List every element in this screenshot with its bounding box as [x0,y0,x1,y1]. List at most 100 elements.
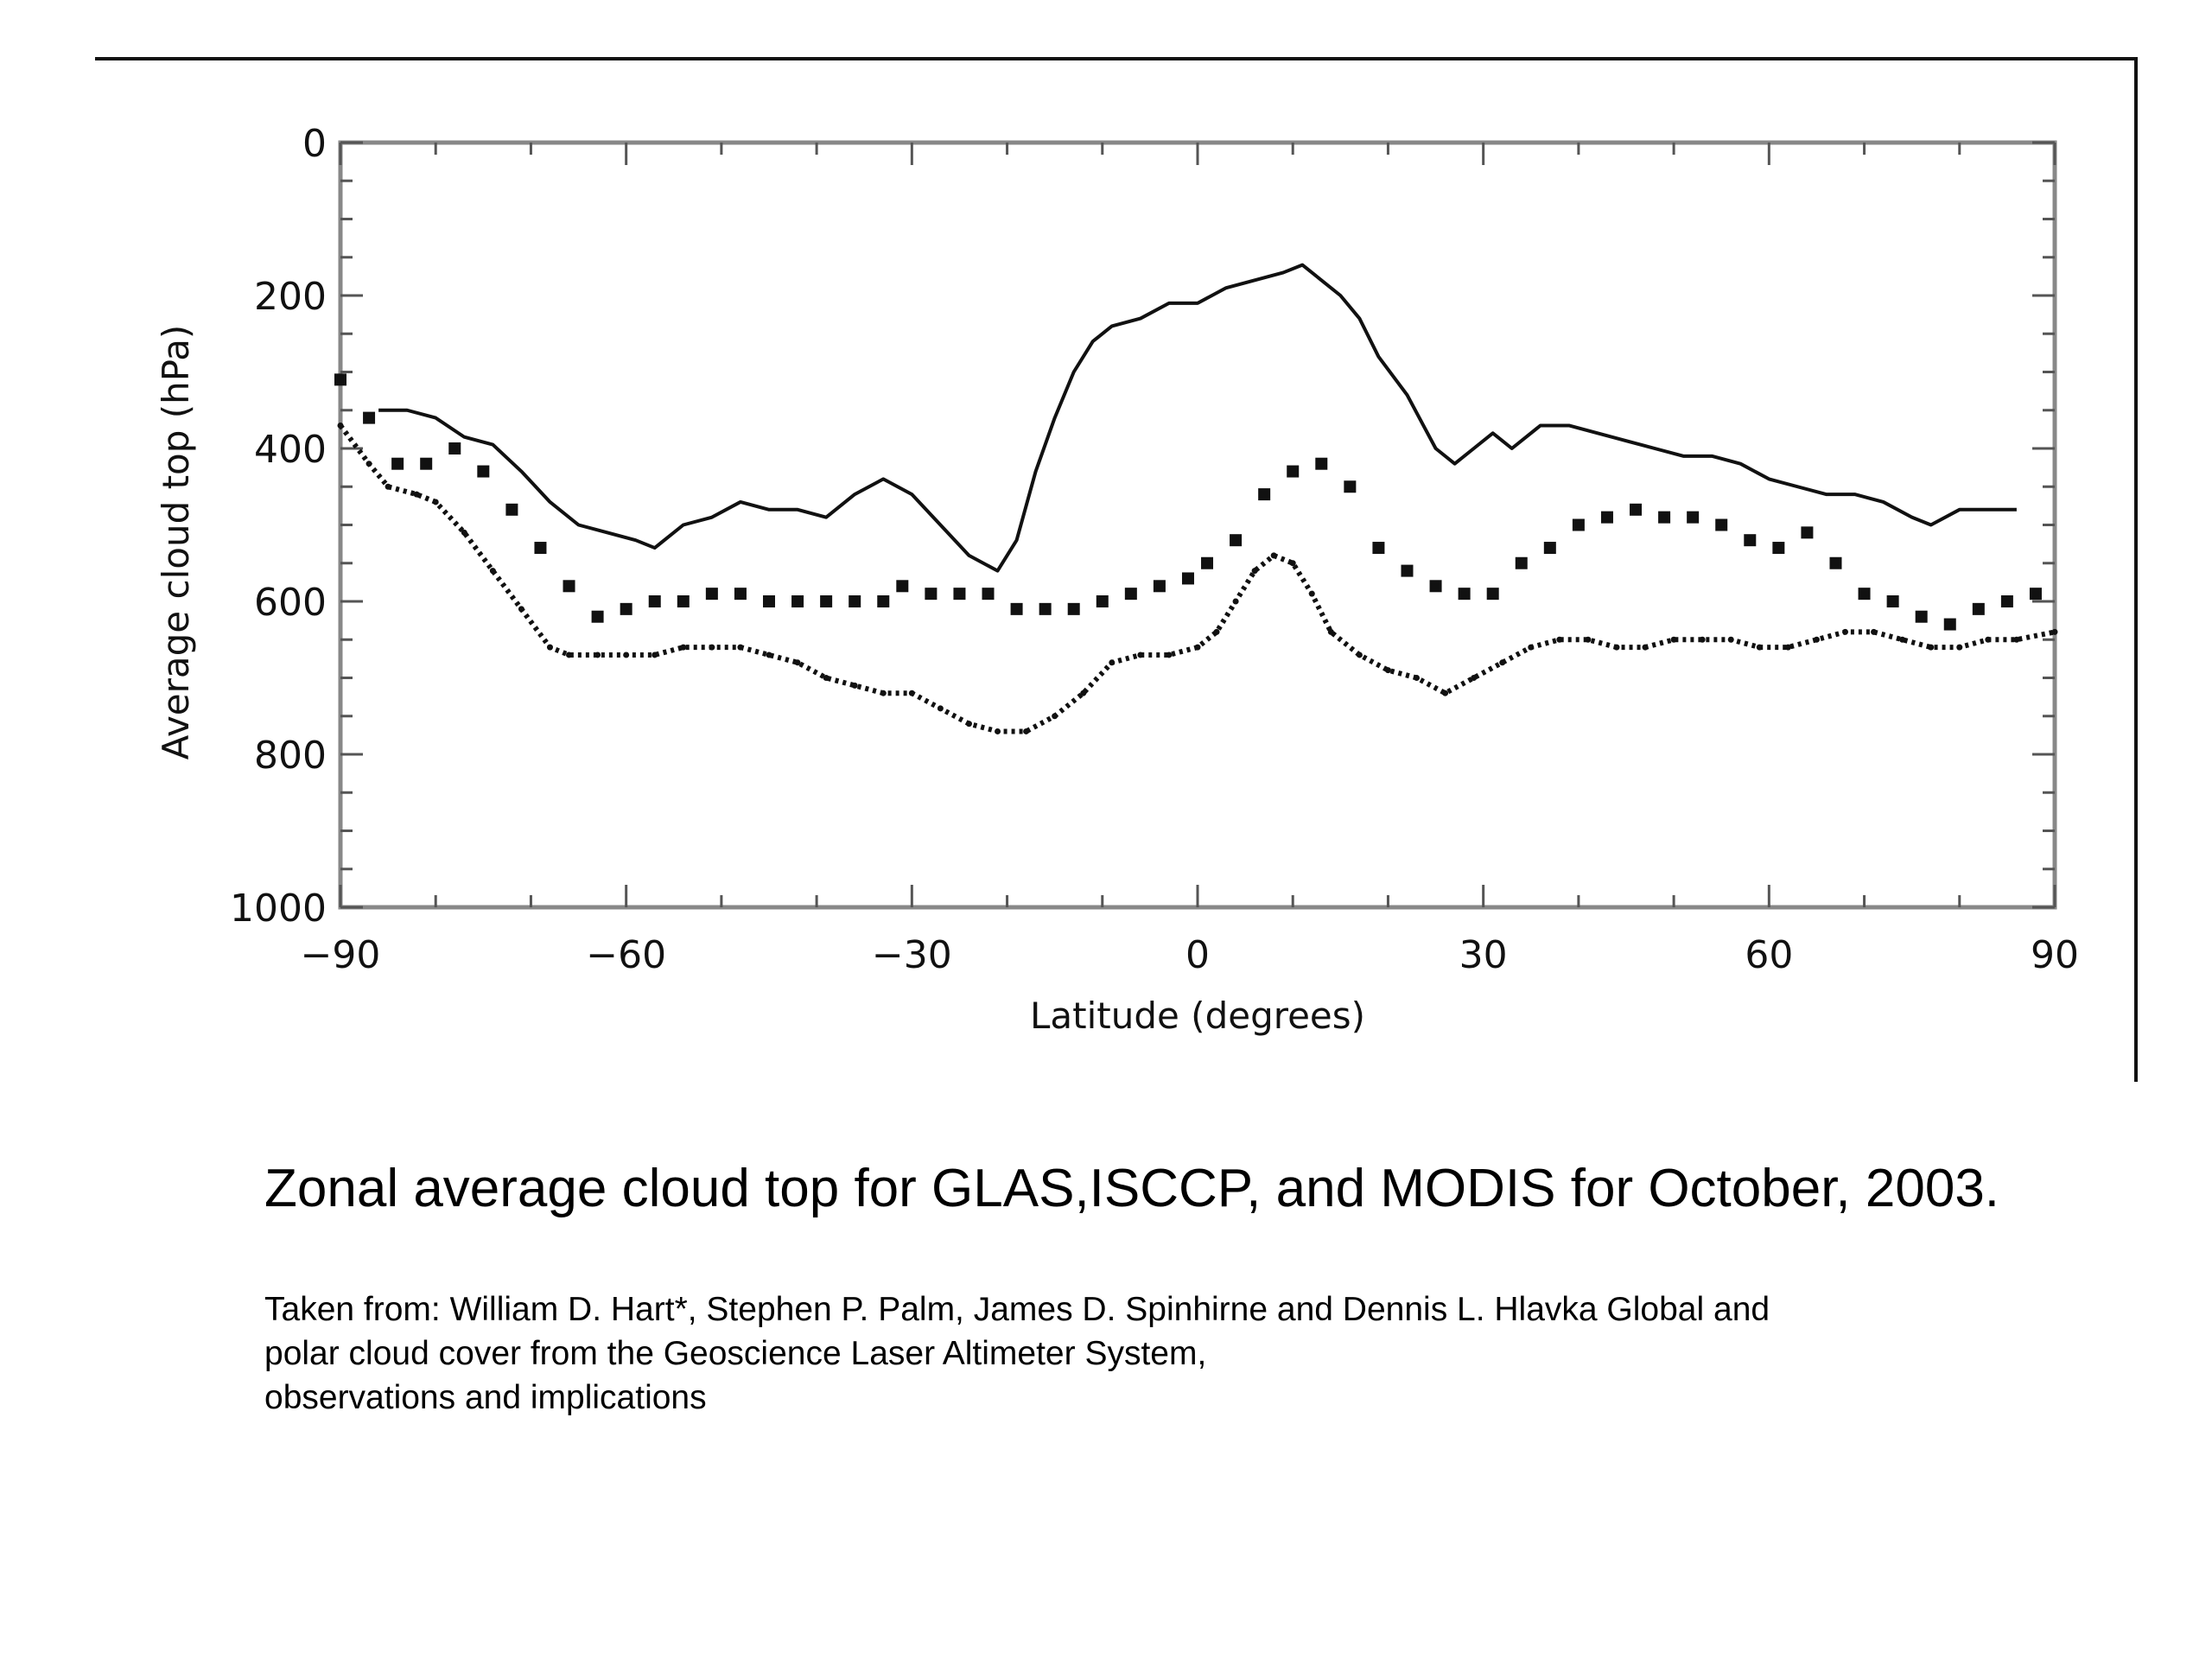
series-dotted-point [880,690,887,696]
series-square-marker [1372,542,1385,555]
series-dotted-point [1232,598,1239,605]
series-dotted-point [1899,636,1906,643]
series-square-marker [734,588,747,601]
series-square-marker [620,602,632,615]
y-tick-label: 0 [302,122,327,166]
series-dotted-point [1270,552,1277,559]
series-dotted-point [1585,636,1592,643]
series-square-marker [563,580,575,593]
series-square-marker [1658,511,1671,524]
series-dotted-point [1670,636,1677,643]
x-tick-label: −60 [586,933,666,977]
series-square-marker [982,588,995,601]
series-dotted-point [737,644,744,651]
y-tick-label: 400 [254,428,327,472]
series-square-marker [1010,602,1023,615]
series-square-marker [1543,542,1556,555]
series-dotted-point [461,529,467,536]
source-citation: Taken from: William D. Hart*, Stephen P.… [264,1287,1993,1420]
series-square-marker [505,503,518,516]
series-square-marker [1829,556,1842,569]
series-dotted-point [1080,690,1087,696]
series-square-marker [1600,511,1613,524]
series-square-marker [1124,588,1137,601]
slide-frame-top [95,57,2136,60]
series-dotted-point [1137,652,1144,658]
series-dotted-point [566,652,573,658]
series-dotted-point [1699,636,1706,643]
series-dotted-point [546,644,553,651]
series-dotted-point [1109,659,1116,666]
source-line-2: polar cloud cover from the Geoscience La… [264,1335,1207,1372]
series-solid-line [378,263,2017,573]
series-dotted-point [1842,628,1849,635]
series-square-marker [953,588,966,601]
series-square-marker [705,588,718,601]
series-dotted-point [594,652,601,658]
series-dotted-point [709,644,715,651]
series-square-marker [1886,595,1899,607]
series-dotted-point [1023,728,1030,734]
series-square-marker [2029,588,2042,601]
series-dotted-line [338,423,2056,734]
series-dotted-point [337,422,344,429]
series-dotted-point [623,652,630,658]
cloud-top-chart: −90 −60 −30 0 30 60 90 0 200 400 600 800 1000 Latitud… [155,122,2079,1037]
series-square-marker [1744,534,1757,547]
series-dotted-point [1499,659,1506,666]
series-dotted-point [413,491,420,498]
series-dotted-point [1613,644,1620,651]
series-square-marker [1039,602,1052,615]
series-dotted-point [365,461,372,467]
series-square-marker [363,411,376,424]
series-square-marker [1230,534,1243,547]
series-dotted-point [1327,628,1334,635]
series-dotted-point [2051,628,2058,635]
series-square-marker [1429,580,1442,593]
series-square-marker [1401,564,1414,577]
series-square-marker [534,542,547,555]
series-dotted-point [908,690,915,696]
series-dotted-point [652,652,658,658]
series-dotted-point [1784,644,1791,651]
series-square-marker [2000,595,2013,607]
series-square-marker [1201,556,1214,569]
x-tick-label: 0 [1185,933,1210,977]
series-square-marker [391,457,404,470]
series-dotted-point [1642,644,1649,651]
series-square-marker [791,595,804,607]
series-square-marker [1943,618,1956,631]
series-dotted-point [680,644,687,651]
series-square-marker [477,465,490,478]
series-square-marker [677,595,690,607]
series-square-marker [1458,588,1471,601]
series-square-marker [1915,610,1928,623]
series-dotted-point [937,705,944,712]
series-dotted-point [1384,667,1391,674]
series-square-marker [1630,503,1643,516]
series-square-marker [648,595,661,607]
y-axis-label: Average cloud top (hPa) [155,325,197,760]
series-square-marker [1067,602,1080,615]
series-square-marker [420,457,433,470]
series-square-marker [877,595,890,607]
x-tick-label: 90 [2031,933,2079,977]
x-tick-label: 60 [1745,933,1793,977]
series-square-marker [1515,556,1528,569]
source-line-1: Taken from: William D. Hart*, Stephen P.… [264,1291,1770,1328]
series-square-marker [334,373,346,386]
x-axis-label: Latitude (degrees) [1030,995,1365,1037]
y-tick-label: 200 [254,275,327,319]
series-dotted-point [385,483,391,490]
series-dotted-point [851,682,858,689]
source-line-3: observations and implications [264,1379,707,1416]
series-square-marker [1715,518,1728,531]
series-square-marker [1572,518,1585,531]
plot-area-border [338,140,2057,910]
series-square-marker [1344,480,1357,493]
series-dotted-point [1194,644,1201,651]
series-square-marker [591,610,604,623]
series-dotted-point [794,659,801,666]
series-square-marker [820,595,833,607]
series-square-marker [1287,465,1300,478]
